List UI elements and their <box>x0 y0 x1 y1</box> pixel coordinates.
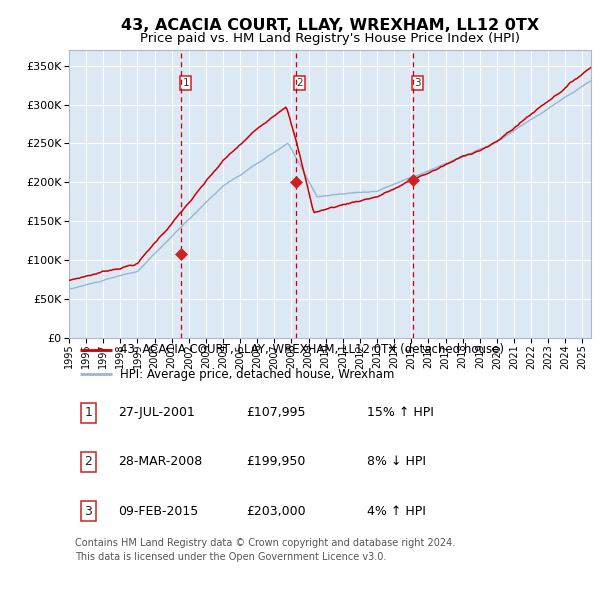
Text: £203,000: £203,000 <box>247 504 306 517</box>
Text: 1: 1 <box>85 406 92 419</box>
Text: 3: 3 <box>414 78 421 88</box>
Text: Contains HM Land Registry data © Crown copyright and database right 2024.
This d: Contains HM Land Registry data © Crown c… <box>75 539 455 562</box>
Text: Price paid vs. HM Land Registry's House Price Index (HPI): Price paid vs. HM Land Registry's House … <box>140 32 520 45</box>
Text: 2: 2 <box>85 455 92 468</box>
Text: 1: 1 <box>182 78 189 88</box>
Text: 43, ACACIA COURT, LLAY, WREXHAM, LL12 0TX: 43, ACACIA COURT, LLAY, WREXHAM, LL12 0T… <box>121 18 539 32</box>
Text: 4% ↑ HPI: 4% ↑ HPI <box>367 504 425 517</box>
Text: 15% ↑ HPI: 15% ↑ HPI <box>367 406 433 419</box>
Text: £199,950: £199,950 <box>247 455 306 468</box>
Text: 2: 2 <box>296 78 303 88</box>
Text: 28-MAR-2008: 28-MAR-2008 <box>119 455 203 468</box>
Text: 43, ACACIA COURT, LLAY, WREXHAM, LL12 0TX (detached house): 43, ACACIA COURT, LLAY, WREXHAM, LL12 0T… <box>120 343 504 356</box>
Text: £107,995: £107,995 <box>247 406 306 419</box>
Text: 09-FEB-2015: 09-FEB-2015 <box>119 504 199 517</box>
Text: 8% ↓ HPI: 8% ↓ HPI <box>367 455 425 468</box>
Text: HPI: Average price, detached house, Wrexham: HPI: Average price, detached house, Wrex… <box>120 368 395 381</box>
Text: 27-JUL-2001: 27-JUL-2001 <box>119 406 196 419</box>
Text: 3: 3 <box>85 504 92 517</box>
